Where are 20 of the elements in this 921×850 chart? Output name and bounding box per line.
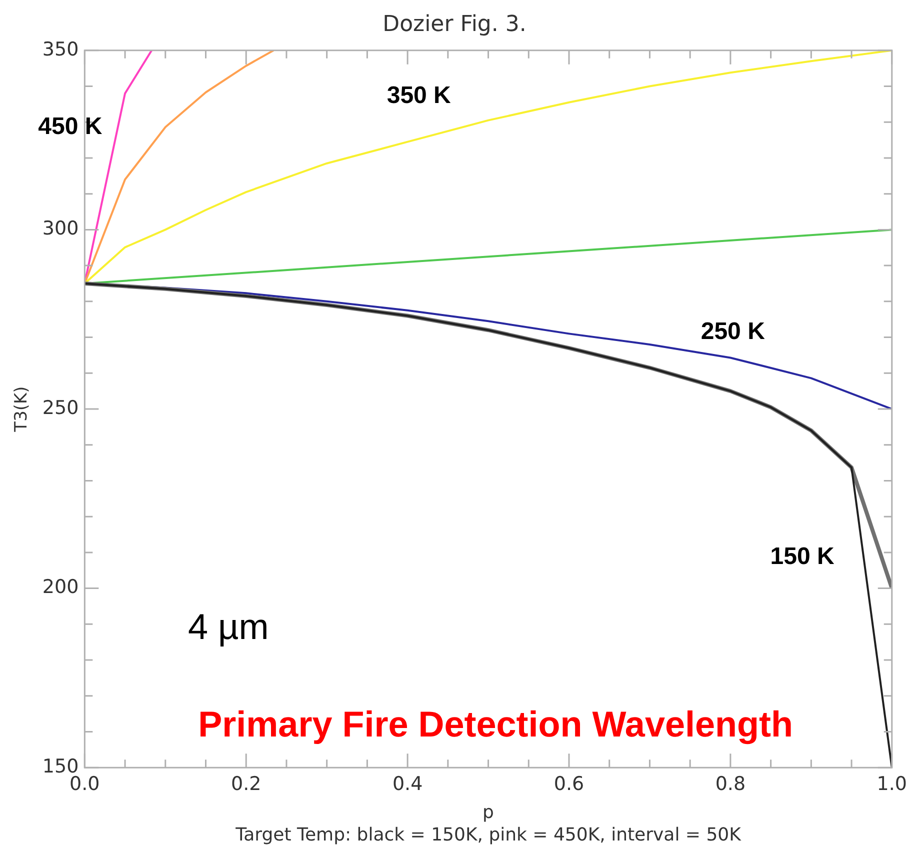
x-tick-label: 0.6 [554, 772, 584, 795]
x-tick-label: 0.4 [392, 772, 423, 795]
text: Target Temp: black = 150K, pink = 450K, interval = 50K [234, 824, 742, 846]
x-tick-label: 0.0 [70, 772, 100, 795]
y-tick-label: 200 [42, 576, 79, 598]
x-tick-label: 1.0 [876, 772, 907, 795]
x-tick-label: 0.2 [231, 772, 262, 795]
annotation: 4 µm [188, 606, 269, 648]
y-axis-title: T3(K) [12, 386, 32, 433]
y-tick-label: 300 [42, 218, 79, 240]
chart-title: Dozier Fig. 3. [382, 12, 526, 37]
annotation: Primary Fire Detection Wavelength [198, 704, 793, 745]
x-axis-title: p [482, 802, 494, 823]
y-tick-label: 250 [42, 396, 79, 419]
annotation: 150 K [770, 543, 835, 570]
y-tick-label: 350 [42, 38, 79, 60]
annotation: 350 K [386, 82, 452, 109]
annotation: 450 K [38, 112, 103, 140]
annotation: 250 K [700, 318, 766, 345]
x-tick-label: 0.8 [715, 772, 746, 795]
